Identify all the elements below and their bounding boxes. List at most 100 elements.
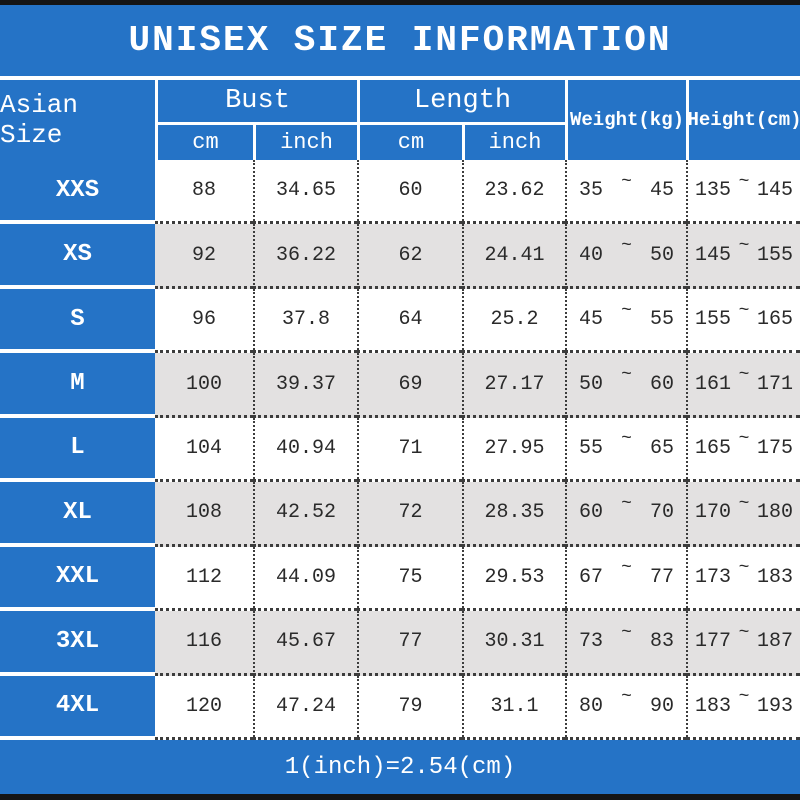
header-asian-size: Asian Size bbox=[0, 80, 155, 160]
weight-range-cell: 40 ~ 50 bbox=[565, 224, 686, 289]
size-label-cell: XXS bbox=[0, 160, 155, 225]
length-inch-cell: 27.17 bbox=[462, 353, 565, 418]
height-min: 173 bbox=[695, 565, 732, 589]
length-inch-cell: 24.41 bbox=[462, 224, 565, 289]
weight-max: 60 bbox=[649, 372, 674, 396]
height-max: 187 bbox=[756, 630, 793, 654]
size-label-cell: S bbox=[0, 288, 155, 354]
bust-cm-cell: 96 bbox=[155, 288, 253, 354]
length-inch-cell: 31.1 bbox=[462, 675, 565, 740]
length-cm-cell: 62 bbox=[357, 224, 462, 289]
length-inch-cell: 28.35 bbox=[462, 482, 565, 547]
length-cm-cell: 79 bbox=[357, 675, 462, 740]
weight-max: 55 bbox=[649, 308, 674, 332]
weight-min: 67 bbox=[579, 565, 604, 589]
tilde-symbol: ~ bbox=[621, 429, 632, 450]
bust-cm-cell: 100 bbox=[155, 353, 253, 418]
table-row: L 104 40.94 71 27.95 55 ~ 65 165 ~ 175 bbox=[0, 417, 800, 483]
table-header: Asian Size Bust Length Weight(kg) Height… bbox=[0, 80, 800, 160]
bust-inch-cell: 47.24 bbox=[253, 675, 357, 740]
weight-range-cell: 35 ~ 45 bbox=[565, 160, 686, 225]
bottom-border-bar bbox=[0, 794, 800, 800]
tilde-symbol: ~ bbox=[621, 558, 632, 579]
table-row: S 96 37.8 64 25.2 45 ~ 55 155 ~ 165 bbox=[0, 288, 800, 354]
header-bust-inch: inch bbox=[253, 122, 357, 160]
length-inch-cell: 27.95 bbox=[462, 417, 565, 483]
weight-max: 77 bbox=[649, 565, 674, 589]
title-divider bbox=[0, 76, 800, 80]
table-row: XXS 88 34.65 60 23.62 35 ~ 45 135 ~ 145 bbox=[0, 160, 800, 225]
weight-max: 65 bbox=[649, 436, 674, 460]
table-row: XL 108 42.52 72 28.35 60 ~ 70 170 ~ 180 bbox=[0, 482, 800, 547]
height-range-cell: 170 ~ 180 bbox=[686, 482, 800, 547]
length-inch-cell: 29.53 bbox=[462, 546, 565, 612]
weight-min: 50 bbox=[579, 372, 604, 396]
weight-min: 45 bbox=[579, 308, 604, 332]
table-row: 4XL 120 47.24 79 31.1 80 ~ 90 183 ~ 193 bbox=[0, 675, 800, 740]
size-label-cell: 3XL bbox=[0, 611, 155, 676]
weight-min: 80 bbox=[579, 694, 604, 718]
length-cm-cell: 75 bbox=[357, 546, 462, 612]
height-max: 145 bbox=[756, 179, 793, 203]
height-max: 175 bbox=[756, 436, 793, 460]
bust-cm-cell: 104 bbox=[155, 417, 253, 483]
height-range-cell: 183 ~ 193 bbox=[686, 675, 800, 740]
height-range-cell: 155 ~ 165 bbox=[686, 288, 800, 354]
tilde-symbol: ~ bbox=[738, 236, 750, 257]
tilde-symbol: ~ bbox=[621, 236, 632, 257]
size-label-cell: L bbox=[0, 417, 155, 483]
height-min: 170 bbox=[695, 501, 732, 525]
tilde-symbol: ~ bbox=[738, 429, 750, 450]
footer-band: 1(inch)=2.54(cm) bbox=[0, 740, 800, 794]
bust-cm-cell: 92 bbox=[155, 224, 253, 289]
header-length-cm: cm bbox=[357, 122, 462, 160]
height-range-cell: 145 ~ 155 bbox=[686, 224, 800, 289]
tilde-symbol: ~ bbox=[621, 687, 632, 708]
title-band: UNISEX SIZE INFORMATION bbox=[0, 5, 800, 76]
weight-range-cell: 50 ~ 60 bbox=[565, 353, 686, 418]
weight-range-cell: 55 ~ 65 bbox=[565, 417, 686, 483]
height-min: 161 bbox=[695, 372, 732, 396]
height-min: 135 bbox=[695, 179, 732, 203]
bust-inch-cell: 40.94 bbox=[253, 417, 357, 483]
height-max: 193 bbox=[756, 694, 793, 718]
weight-min: 35 bbox=[579, 179, 604, 203]
weight-min: 40 bbox=[579, 243, 604, 267]
weight-range-cell: 60 ~ 70 bbox=[565, 482, 686, 547]
size-label-cell: 4XL bbox=[0, 675, 155, 740]
conversion-note: 1(inch)=2.54(cm) bbox=[284, 753, 516, 781]
tilde-symbol: ~ bbox=[621, 365, 632, 386]
tilde-symbol: ~ bbox=[621, 171, 632, 192]
weight-max: 45 bbox=[649, 179, 674, 203]
bust-cm-cell: 112 bbox=[155, 546, 253, 612]
weight-max: 90 bbox=[649, 694, 674, 718]
length-inch-cell: 25.2 bbox=[462, 288, 565, 354]
height-max: 180 bbox=[756, 501, 793, 525]
weight-max: 70 bbox=[649, 501, 674, 525]
length-inch-cell: 23.62 bbox=[462, 160, 565, 225]
weight-range-cell: 45 ~ 55 bbox=[565, 288, 686, 354]
bust-cm-cell: 108 bbox=[155, 482, 253, 547]
table-row: XXL 112 44.09 75 29.53 67 ~ 77 173 ~ 183 bbox=[0, 546, 800, 612]
bust-inch-cell: 42.52 bbox=[253, 482, 357, 547]
height-max: 183 bbox=[756, 565, 793, 589]
height-min: 165 bbox=[695, 436, 732, 460]
page-title: UNISEX SIZE INFORMATION bbox=[128, 20, 672, 61]
bust-inch-cell: 45.67 bbox=[253, 611, 357, 676]
size-label-cell: XXL bbox=[0, 546, 155, 612]
bust-cm-cell: 88 bbox=[155, 160, 253, 225]
weight-min: 73 bbox=[579, 630, 604, 654]
bust-inch-cell: 36.22 bbox=[253, 224, 357, 289]
length-cm-cell: 69 bbox=[357, 353, 462, 418]
height-range-cell: 177 ~ 187 bbox=[686, 611, 800, 676]
header-length-group: Length bbox=[357, 80, 565, 122]
height-max: 171 bbox=[756, 372, 793, 396]
weight-min: 60 bbox=[579, 501, 604, 525]
tilde-symbol: ~ bbox=[738, 687, 750, 708]
table-body: XXS 88 34.65 60 23.62 35 ~ 45 135 ~ 145 … bbox=[0, 160, 800, 740]
height-range-cell: 135 ~ 145 bbox=[686, 160, 800, 225]
tilde-symbol: ~ bbox=[738, 300, 750, 321]
length-cm-cell: 64 bbox=[357, 288, 462, 354]
length-cm-cell: 77 bbox=[357, 611, 462, 676]
